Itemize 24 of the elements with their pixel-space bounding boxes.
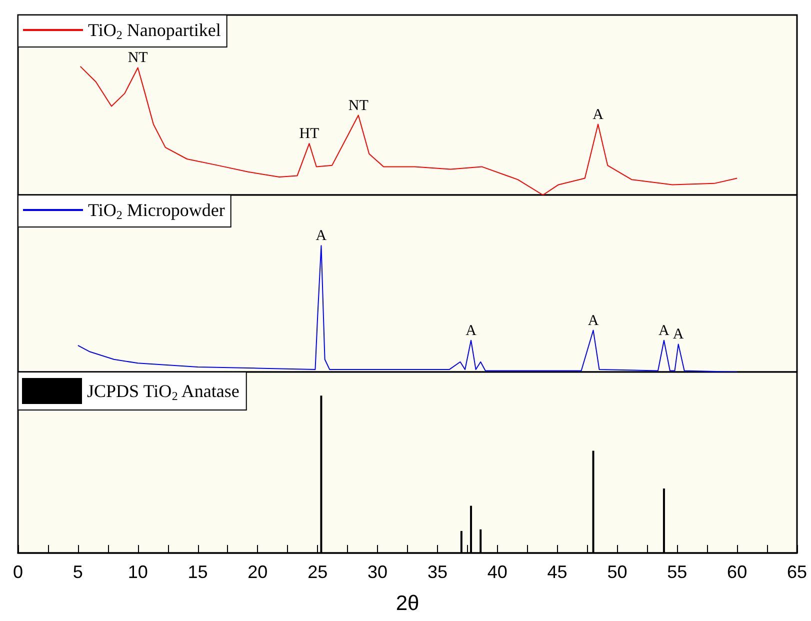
x-tick-label: 35 (427, 562, 448, 582)
x-tick-label: 40 (487, 562, 508, 582)
annotation: A (466, 322, 477, 339)
annotation: NT (128, 50, 148, 66)
x-tick-label: 60 (727, 562, 748, 582)
x-tick-label: 50 (607, 562, 628, 582)
annotation: A (672, 326, 684, 343)
x-tick-label: 20 (248, 562, 268, 582)
x-tick-label: 30 (368, 562, 388, 582)
annotation: HT (299, 126, 320, 142)
annotation: A (658, 322, 670, 339)
annotation: A (316, 228, 327, 244)
x-tick-label: 55 (667, 562, 688, 582)
x-tick-label: 10 (128, 562, 148, 582)
x-tick-label: 5 (72, 562, 83, 582)
annotation: NT (348, 98, 368, 114)
x-tick-label: 15 (188, 562, 208, 582)
x-tick-label: 45 (547, 562, 568, 582)
x-tick-label: 25 (308, 562, 328, 582)
x-tick-label: 65 (786, 562, 808, 582)
annotation: A (592, 106, 604, 123)
x-axis-title: 2θ (396, 592, 420, 615)
annotation: A (588, 312, 599, 329)
x-tick-label: 0 (12, 562, 24, 582)
